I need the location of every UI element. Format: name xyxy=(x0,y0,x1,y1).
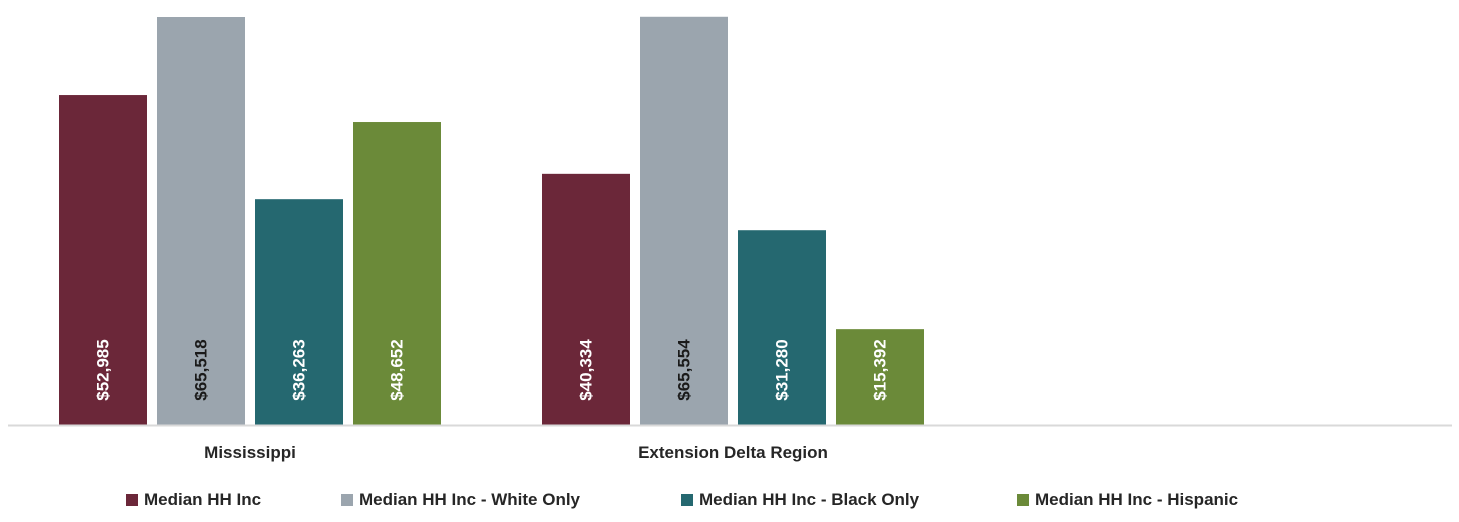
bar-extension-delta-region-median-hh-inc xyxy=(542,173,630,425)
data-label-extension-delta-region-median-hh-inc-white-only: $65,554 xyxy=(675,339,694,401)
bar-extension-delta-region-median-hh-inc-hispanic xyxy=(836,329,924,425)
bar-mississippi-median-hh-inc-black-only xyxy=(255,199,343,425)
bars-layer: $52,985 $40,334 $65,518 $65,554 $36,263 $31,2… xyxy=(59,16,924,426)
data-label-extension-delta-region-median-hh-inc-black-only: $31,280 xyxy=(773,339,792,400)
category-label-extension-delta-region: Extension Delta Region xyxy=(638,443,828,462)
axis-layer: Mississippi Extension Delta Region xyxy=(8,424,1452,462)
legend-label: Median HH Inc - Hispanic xyxy=(1035,490,1238,509)
legend-item-median-hh-inc: Median HH Inc xyxy=(126,490,261,509)
legend-swatch xyxy=(1017,494,1029,506)
legend-item-median-hh-inc-hispanic: Median HH Inc - Hispanic xyxy=(1017,490,1238,509)
legend-label: Median HH Inc - Black Only xyxy=(699,490,920,509)
legend-item-median-hh-inc-white-only: Median HH Inc - White Only xyxy=(341,490,581,509)
legend-swatch xyxy=(341,494,353,506)
category-label-mississippi: Mississippi xyxy=(204,443,296,462)
legend: Median HH Inc Median HH Inc - White Only M… xyxy=(126,490,1238,509)
bar-extension-delta-region-median-hh-inc-white-only xyxy=(640,16,728,425)
data-label-mississippi-median-hh-inc: $52,985 xyxy=(94,339,113,400)
data-label-mississippi-median-hh-inc-black-only: $36,263 xyxy=(290,339,309,400)
legend-item-median-hh-inc-black-only: Median HH Inc - Black Only xyxy=(681,490,920,509)
bar-mississippi-median-hh-inc-hispanic xyxy=(353,122,441,425)
bar-extension-delta-region-median-hh-inc-black-only xyxy=(738,230,826,425)
legend-label: Median HH Inc - White Only xyxy=(359,490,581,509)
bar-mississippi-median-hh-inc xyxy=(59,95,147,426)
data-label-extension-delta-region-median-hh-inc-hispanic: $15,392 xyxy=(871,339,890,400)
legend-swatch xyxy=(681,494,693,506)
legend-label: Median HH Inc xyxy=(144,490,261,509)
legend-swatch xyxy=(126,494,138,506)
bar-mississippi-median-hh-inc-white-only xyxy=(157,17,245,425)
data-label-extension-delta-region-median-hh-inc: $40,334 xyxy=(577,339,596,401)
data-label-mississippi-median-hh-inc-white-only: $65,518 xyxy=(192,339,211,400)
data-label-mississippi-median-hh-inc-hispanic: $48,652 xyxy=(388,339,407,400)
